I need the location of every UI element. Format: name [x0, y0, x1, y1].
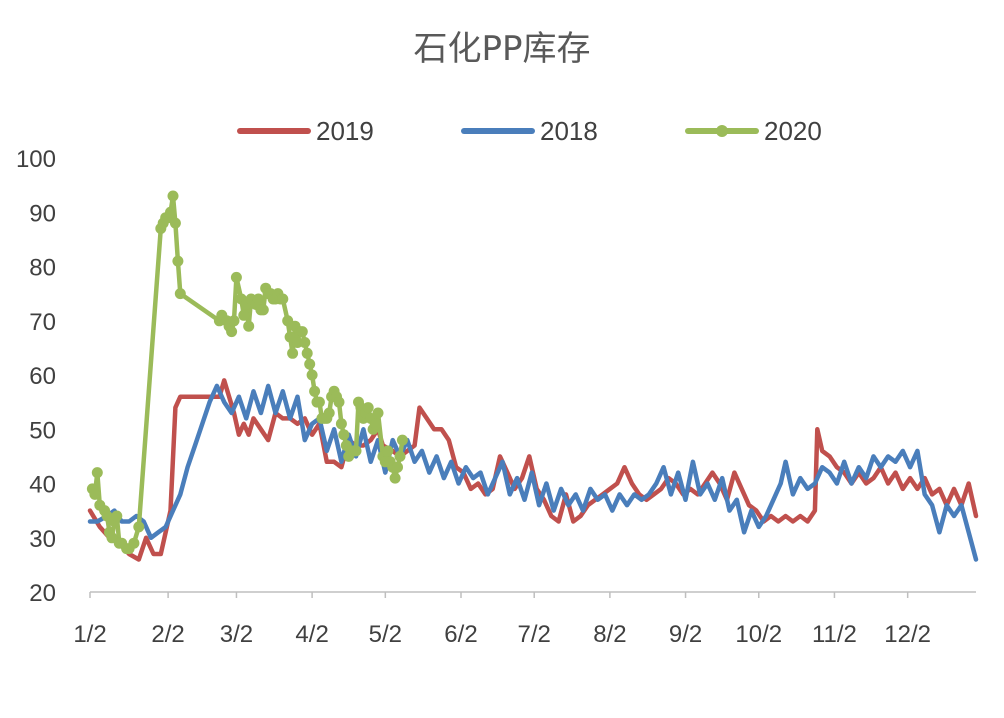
data-point — [309, 385, 321, 397]
data-point — [335, 418, 347, 430]
series-line-2020 — [90, 193, 405, 551]
series-2018 — [87, 383, 979, 562]
series-line-2019 — [87, 378, 979, 562]
data-point — [226, 326, 238, 338]
series-2020 — [86, 190, 408, 555]
data-point — [238, 309, 250, 321]
data-point — [313, 396, 325, 408]
data-point — [338, 429, 350, 441]
data-point — [350, 445, 362, 457]
data-point — [304, 358, 316, 370]
y-axis-ticks: 20 30 40 50 60 70 80 90 100 — [16, 146, 56, 607]
data-point — [296, 326, 308, 338]
series-2019 — [87, 378, 979, 562]
data-point — [243, 320, 255, 332]
y-tick-label: 40 — [29, 472, 56, 499]
y-tick-label: 90 — [29, 200, 56, 227]
data-point — [394, 450, 406, 462]
data-point — [287, 347, 299, 359]
data-point — [111, 510, 123, 522]
data-point — [333, 396, 345, 408]
x-tick-label: 8/2 — [593, 621, 626, 648]
y-tick-label: 100 — [16, 146, 56, 173]
x-tick-label: 11/2 — [812, 621, 857, 648]
y-tick-label: 30 — [29, 526, 56, 553]
data-point — [306, 369, 318, 381]
data-point — [252, 293, 264, 305]
legend: 2019 2018 2020 — [237, 116, 822, 146]
data-point — [370, 418, 382, 430]
legend-label-2020: 2020 — [764, 116, 822, 146]
x-tick-label: 6/2 — [444, 621, 477, 648]
data-point — [389, 472, 401, 484]
data-point — [392, 461, 403, 473]
data-point — [323, 407, 335, 419]
x-axis: 1/2 2/2 3/2 4/2 5/2 6/2 7/2 8/2 9/2 10/2 11/2 12/2 — [73, 591, 976, 648]
x-tick-label: 10/2 — [735, 621, 782, 648]
y-tick-label: 80 — [29, 255, 56, 282]
data-point — [174, 288, 186, 300]
legend-label-2019: 2019 — [316, 116, 374, 146]
legend-marker-2020 — [716, 125, 728, 137]
x-tick-label: 7/2 — [518, 621, 551, 648]
y-tick-label: 50 — [29, 417, 56, 444]
data-point — [128, 537, 140, 549]
data-point — [167, 190, 179, 202]
series-line-2018 — [87, 383, 979, 562]
data-point — [228, 315, 240, 327]
data-point — [257, 304, 269, 316]
data-point — [301, 347, 313, 359]
data-point — [165, 206, 176, 218]
chart-title: 石化PP库存 — [413, 29, 590, 69]
data-point — [230, 271, 242, 283]
legend-label-2018: 2018 — [540, 116, 598, 146]
series-layer — [86, 190, 979, 562]
x-tick-label: 1/2 — [73, 621, 106, 648]
data-point — [382, 445, 394, 457]
data-point — [299, 337, 311, 348]
x-tick-label: 12/2 — [884, 621, 931, 648]
y-tick-label: 70 — [29, 309, 56, 336]
data-point — [396, 434, 408, 446]
data-point — [133, 521, 145, 533]
data-point — [169, 217, 181, 229]
data-point — [91, 467, 103, 479]
data-point — [277, 293, 289, 305]
x-tick-label: 9/2 — [669, 621, 702, 648]
y-tick-label: 20 — [29, 580, 56, 607]
data-point — [89, 488, 101, 500]
y-tick-label: 60 — [29, 363, 56, 390]
data-point — [172, 255, 184, 267]
x-tick-label: 5/2 — [369, 621, 402, 648]
x-tick-label: 4/2 — [295, 621, 328, 648]
data-point — [372, 407, 384, 419]
x-tick-label: 2/2 — [151, 621, 184, 648]
x-tick-label: 3/2 — [220, 621, 253, 648]
data-point — [362, 402, 374, 414]
